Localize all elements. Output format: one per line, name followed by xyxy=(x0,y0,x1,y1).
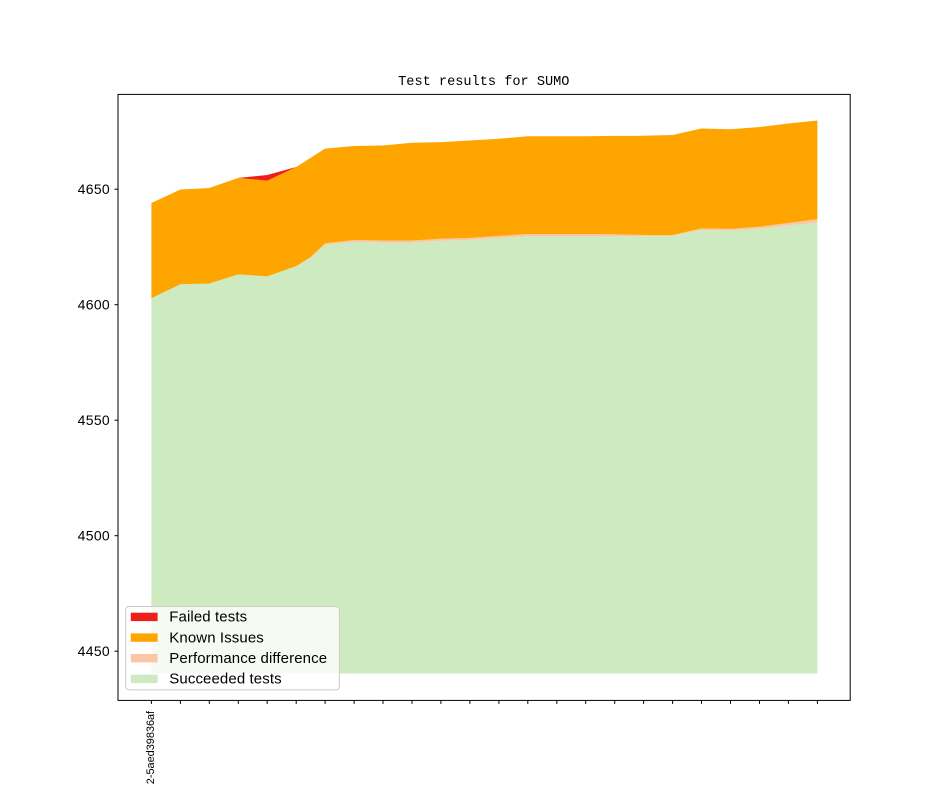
svg-text:Performance difference: Performance difference xyxy=(169,650,327,667)
svg-text:4500: 4500 xyxy=(78,527,110,543)
svg-text:Test results for SUMO: Test results for SUMO xyxy=(398,75,569,90)
svg-text:4650: 4650 xyxy=(78,181,110,197)
svg-text:4600: 4600 xyxy=(78,296,110,312)
svg-text:2-5aed39836af: 2-5aed39836af xyxy=(145,710,157,784)
svg-text:Failed tests: Failed tests xyxy=(169,609,247,626)
svg-text:Succeeded tests: Succeeded tests xyxy=(169,671,281,688)
svg-text:4450: 4450 xyxy=(78,643,110,659)
svg-text:4550: 4550 xyxy=(78,412,110,428)
svg-text:Known Issues: Known Issues xyxy=(169,629,264,646)
